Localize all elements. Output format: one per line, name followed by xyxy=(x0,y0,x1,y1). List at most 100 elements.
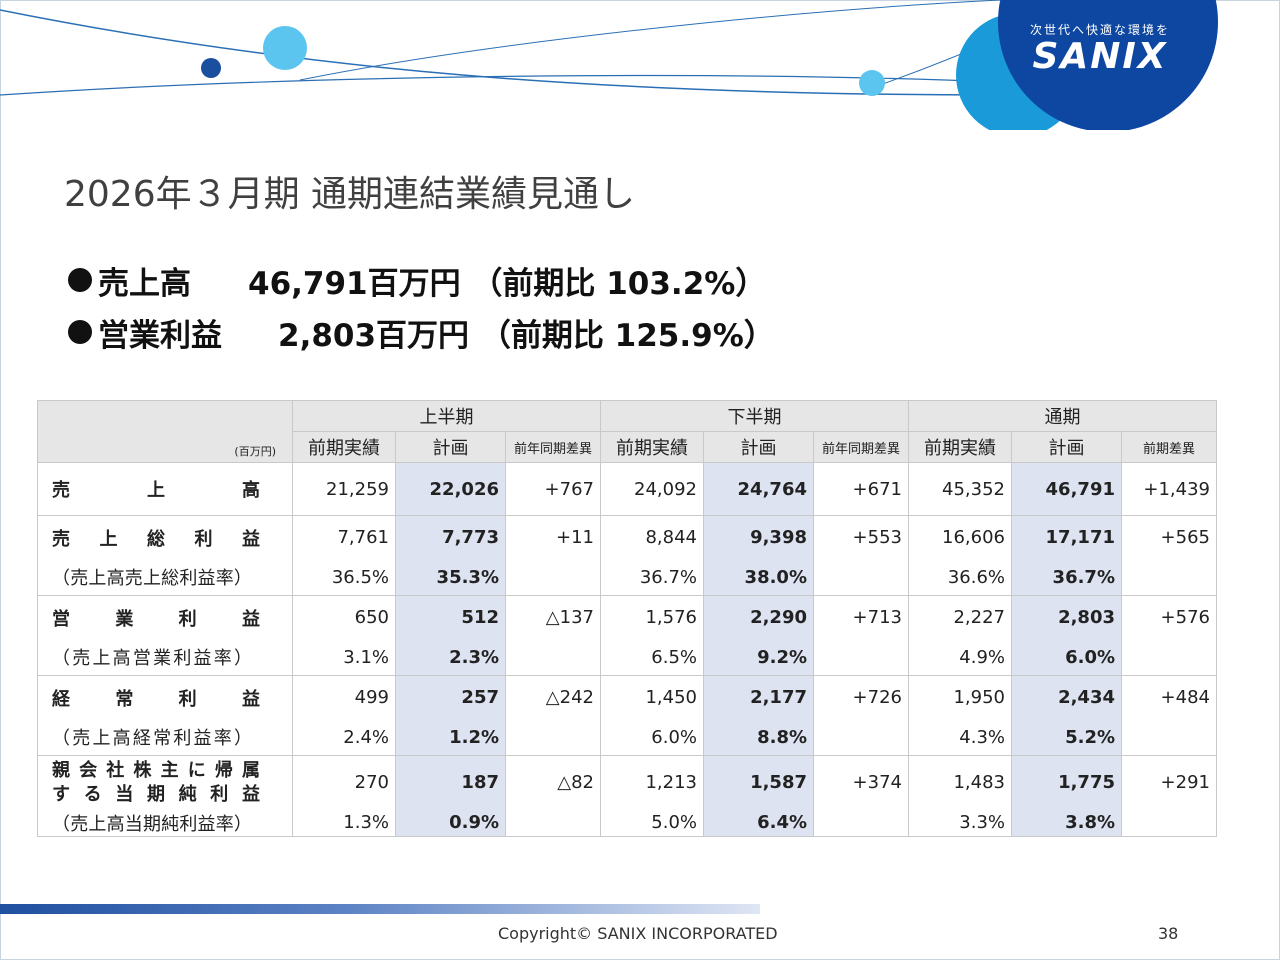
table-cell: 24,092 xyxy=(600,462,704,516)
table-cell: 499 xyxy=(292,675,396,720)
bullet-dot-icon xyxy=(68,268,92,292)
table-cell: 270 xyxy=(292,755,396,810)
ratio-label: （売上高当期純利益率） xyxy=(37,809,293,837)
table-cell: +1,439 xyxy=(1121,462,1217,516)
ratio-cell xyxy=(505,639,601,676)
ratio-cell: 36.5% xyxy=(292,559,396,596)
table-cell: 24,764 xyxy=(703,462,814,516)
row-label-text: （売上高売上総利益率） xyxy=(52,568,252,590)
table-subrow: （売上高営業利益率） 3.1% 2.3% 6.5% 9.2% 4.9% 6.0% xyxy=(37,639,1217,676)
table-subrow: （売上高経常利益率） 2.4% 1.2% 6.0% 8.8% 4.3% 5.2% xyxy=(37,719,1217,756)
ratio-cell: 3.1% xyxy=(292,639,396,676)
table-cell: 650 xyxy=(292,595,396,640)
ratio-cell: 8.8% xyxy=(703,719,814,756)
ratio-cell: 35.3% xyxy=(395,559,506,596)
table-cell: +671 xyxy=(813,462,909,516)
table-cell: 2,803 xyxy=(1011,595,1122,640)
period-header: 下半期 xyxy=(600,400,909,432)
table-cell: 1,950 xyxy=(908,675,1012,720)
ratio-cell: 2.3% xyxy=(395,639,506,676)
row-label-text: 経常利益 xyxy=(52,688,260,710)
table-cell: 1,576 xyxy=(600,595,704,640)
table-cell: 17,171 xyxy=(1011,515,1122,560)
table-cell: 2,227 xyxy=(908,595,1012,640)
ratio-cell: 1.3% xyxy=(292,809,396,837)
decor-circle-dark xyxy=(201,58,221,78)
table-row: 経常利益 499 257 △242 1,450 2,177 +726 1,950 2,434 +4… xyxy=(37,675,1217,720)
page-title: 2026年３月期 通期連結業績見通し xyxy=(64,174,636,215)
ratio-cell xyxy=(1121,809,1217,837)
table-cell: +565 xyxy=(1121,515,1217,560)
row-label-text: 売上高 xyxy=(52,480,260,501)
ratio-label: （売上高経常利益率） xyxy=(37,719,293,756)
ratio-cell: 38.0% xyxy=(703,559,814,596)
table-cell: 21,259 xyxy=(292,462,396,516)
logo-circle xyxy=(998,0,1218,130)
highlight-label: 営業利益 xyxy=(98,318,222,354)
column-header: 前期実績 xyxy=(908,431,1012,463)
ratio-cell xyxy=(1121,639,1217,676)
table-cell: 1,587 xyxy=(703,755,814,810)
highlight-sales: 売上高 46,791百万円 （前期比 103.2%） xyxy=(68,258,766,303)
table-cell: 16,606 xyxy=(908,515,1012,560)
ratio-cell: 1.2% xyxy=(395,719,506,756)
ratio-cell: 36.7% xyxy=(1011,559,1122,596)
table-cell: 1,213 xyxy=(600,755,704,810)
table-cell: 1,483 xyxy=(908,755,1012,810)
row-label-text: 営業利益 xyxy=(52,608,260,630)
footer-bar xyxy=(0,904,760,914)
table-cell: +11 xyxy=(505,515,601,560)
table-cell: 2,434 xyxy=(1011,675,1122,720)
table-row: 売上高 21,259 22,026 +767 24,092 24,764 +671 45,35… xyxy=(37,462,1217,516)
column-header: 前年同期差異 xyxy=(813,431,909,463)
table-cell: 45,352 xyxy=(908,462,1012,516)
row-label-text: 親会社株主に帰属 xyxy=(52,759,260,781)
ratio-cell: 4.3% xyxy=(908,719,1012,756)
row-label: 売上総利益 xyxy=(37,515,293,560)
ratio-label: （売上高営業利益率） xyxy=(37,639,293,676)
period-header: 上半期 xyxy=(292,400,601,432)
ratio-cell: 6.0% xyxy=(600,719,704,756)
table-cell: +553 xyxy=(813,515,909,560)
ratio-cell xyxy=(505,719,601,756)
table-body: 売上高 21,259 22,026 +767 24,092 24,764 +671 45,35… xyxy=(37,462,1217,837)
column-header: 計画 xyxy=(395,431,506,463)
ratio-cell: 6.4% xyxy=(703,809,814,837)
highlight-value: 46,791百万円 （前期比 103.2%） xyxy=(248,266,767,302)
table-cell: 2,177 xyxy=(703,675,814,720)
table-cell: 1,450 xyxy=(600,675,704,720)
ratio-cell: 5.2% xyxy=(1011,719,1122,756)
period-header: 通期 xyxy=(908,400,1217,432)
table-row: 親会社株主に帰属する当期純利益 270 187 △82 1,213 1,587 +374 1,… xyxy=(37,755,1217,810)
table-row: 売上総利益 7,761 7,773 +11 8,844 9,398 +553 16,606 17… xyxy=(37,515,1217,560)
ratio-cell: 6.5% xyxy=(600,639,704,676)
table-cell: △137 xyxy=(505,595,601,640)
table-cell: +726 xyxy=(813,675,909,720)
table-cell: +291 xyxy=(1121,755,1217,810)
table-cell: 8,844 xyxy=(600,515,704,560)
table-cell: +374 xyxy=(813,755,909,810)
ratio-cell: 6.0% xyxy=(1011,639,1122,676)
ratio-cell: 9.2% xyxy=(703,639,814,676)
ratio-cell: 4.9% xyxy=(908,639,1012,676)
row-label-text: 売上総利益 xyxy=(52,528,260,550)
ratio-cell: 3.8% xyxy=(1011,809,1122,837)
row-label: 売上高 xyxy=(37,462,293,516)
ratio-cell: 36.6% xyxy=(908,559,1012,596)
table-cell: △242 xyxy=(505,675,601,720)
table-cell: 257 xyxy=(395,675,506,720)
table-header-row: (百万円) 上半期 下半期 通期 xyxy=(37,400,1217,463)
column-header: 前期実績 xyxy=(292,431,396,463)
ratio-cell xyxy=(813,809,909,837)
row-label: 親会社株主に帰属する当期純利益 xyxy=(37,755,293,810)
ratio-cell: 5.0% xyxy=(600,809,704,837)
ratio-cell xyxy=(813,719,909,756)
ratio-cell xyxy=(1121,719,1217,756)
unit-label: (百万円) xyxy=(234,445,276,458)
table-row: 営業利益 650 512 △137 1,576 2,290 +713 2,227 2,803 +5… xyxy=(37,595,1217,640)
copyright-text: Copyright© SANIX INCORPORATED xyxy=(498,924,778,943)
column-header: 前年同期差異 xyxy=(505,431,601,463)
table-cell: +576 xyxy=(1121,595,1217,640)
table-cell: 187 xyxy=(395,755,506,810)
financial-forecast-table: (百万円) 上半期 下半期 通期 前期実績 計画 前年同期差異 前期実績 計画 … xyxy=(37,400,1217,837)
